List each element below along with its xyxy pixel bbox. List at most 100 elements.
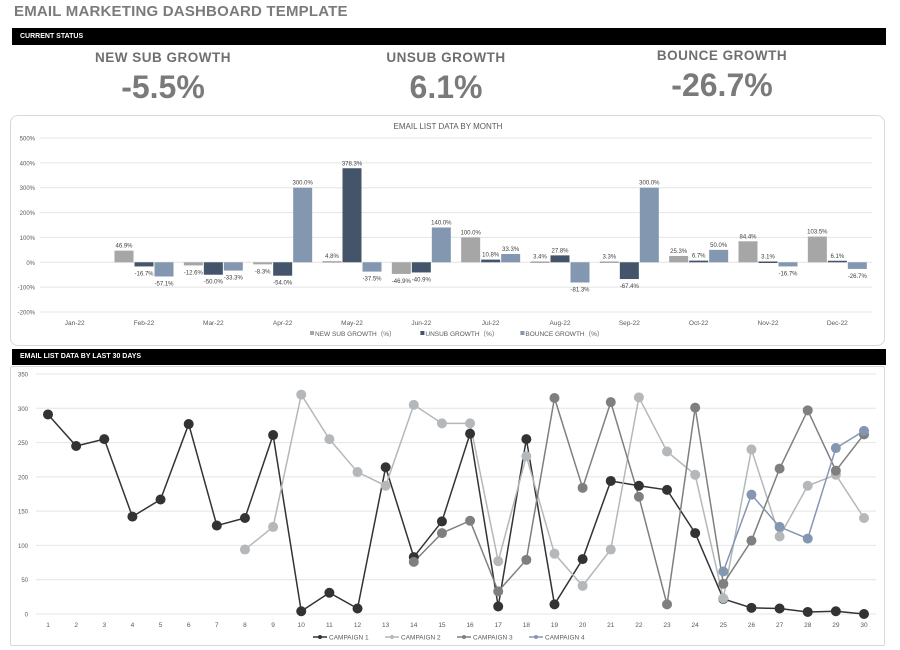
data-point [549, 393, 560, 403]
bar [223, 262, 243, 271]
kpi-bounce-growth: BOUNCE GROWTH -26.7% [612, 48, 832, 104]
legend-marker [420, 331, 425, 335]
data-label: 50.0% [710, 243, 728, 249]
data-point [690, 528, 701, 539]
legend-label: CAMPAIGN 4 [545, 635, 585, 642]
x-tick-label: 10 [298, 622, 306, 629]
x-tick-label: Sep-22 [619, 320, 640, 327]
data-point [268, 430, 279, 441]
data-label: 33.3% [502, 247, 520, 253]
x-tick-label: 21 [607, 622, 615, 629]
x-tick-label: Jun-22 [411, 320, 431, 327]
x-tick-label: May-22 [341, 320, 363, 327]
data-point [521, 434, 532, 445]
bar [322, 261, 342, 263]
data-point [662, 446, 673, 457]
data-point [352, 467, 363, 478]
section-header-current-status: CURRENT STATUS [12, 28, 886, 45]
data-label: 84.4% [739, 234, 757, 240]
data-point [436, 516, 447, 527]
data-point [802, 606, 813, 617]
x-tick-label: 15 [438, 622, 446, 629]
x-tick-label: 8 [243, 622, 247, 629]
legend-marker [318, 635, 322, 639]
series-line [722, 430, 865, 572]
data-point [605, 397, 616, 408]
x-tick-label: 18 [523, 622, 531, 629]
x-tick-label: 1 [46, 622, 50, 629]
data-point [99, 434, 110, 445]
data-point [43, 409, 53, 420]
legend-label: CAMPAIGN 1 [329, 635, 369, 642]
data-point [155, 494, 166, 505]
data-point [830, 465, 841, 476]
data-label: 103.5% [807, 230, 828, 236]
legend-marker [534, 635, 538, 639]
data-label: -26.7% [848, 274, 868, 280]
data-point [127, 511, 138, 522]
data-point [465, 418, 476, 429]
y-tick-label: 200 [18, 475, 29, 481]
bar [411, 262, 431, 273]
bar [154, 262, 174, 277]
bar [114, 250, 134, 263]
data-point [774, 603, 785, 614]
section-header-last-30-days: EMAIL LIST DATA BY LAST 30 DAYS [12, 349, 886, 365]
y-tick-label: 400% [20, 161, 36, 167]
legend-marker [520, 331, 525, 335]
x-tick-label: 17 [495, 622, 503, 629]
data-point [633, 491, 644, 502]
data-point [268, 521, 279, 532]
data-label: 6.7% [692, 254, 706, 260]
legend-label: UNSUB GROWTH（%） [425, 330, 498, 338]
data-point [380, 462, 391, 473]
y-tick-label: 200% [20, 211, 36, 217]
data-point [577, 482, 588, 493]
data-label: 3.3% [602, 254, 616, 260]
y-tick-label: 250 [18, 441, 29, 447]
legend-label: CAMPAIGN 3 [473, 635, 513, 642]
data-point [605, 544, 616, 555]
data-point [718, 566, 729, 577]
data-point [465, 515, 476, 526]
data-point [521, 451, 532, 462]
x-tick-label: 22 [635, 622, 643, 629]
data-label: -67.4% [620, 284, 640, 290]
x-tick-label: Aug-22 [550, 320, 571, 327]
data-label: 27.8% [551, 248, 569, 254]
bar [134, 262, 154, 267]
x-tick-label: 26 [748, 622, 756, 629]
data-point [802, 480, 813, 491]
data-point [774, 463, 785, 474]
data-point [239, 513, 250, 523]
kpi-label: BOUNCE GROWTH [656, 48, 788, 63]
y-tick-label: -100% [18, 286, 36, 292]
data-label: 6.1% [830, 254, 844, 260]
legend-marker [310, 331, 314, 335]
x-tick-label: 2 [74, 622, 78, 629]
data-point [408, 399, 419, 410]
data-point [436, 528, 447, 539]
data-label: -16.7% [778, 271, 798, 277]
data-label: -8.3% [255, 269, 271, 275]
kpi-value: 6.1% [409, 69, 483, 105]
data-point [830, 443, 841, 454]
data-label: 4.8% [325, 254, 339, 260]
bar [709, 249, 729, 263]
legend-marker [390, 635, 394, 639]
legend-marker [462, 635, 466, 639]
legend-label: CAMPAIGN 2 [401, 635, 441, 642]
x-tick-label: 3 [102, 622, 106, 629]
data-point [830, 606, 841, 617]
x-tick-label: Feb-22 [134, 320, 155, 327]
bar [570, 262, 590, 283]
bar [273, 262, 293, 276]
x-tick-label: 11 [326, 622, 333, 629]
x-tick-label: Nov-22 [758, 320, 779, 327]
chart-title: EMAIL LIST DATA BY MONTH [394, 122, 503, 131]
data-label: -12.6% [184, 270, 204, 276]
y-tick-label: 100 [18, 544, 29, 550]
y-tick-label: 50 [21, 578, 28, 584]
data-point [605, 475, 616, 486]
data-label: 100.0% [460, 230, 481, 236]
